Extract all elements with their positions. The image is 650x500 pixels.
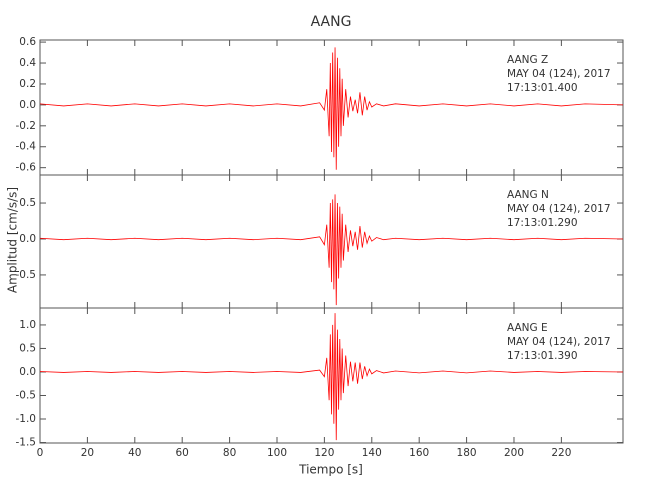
x-tick-label: 160 bbox=[409, 447, 429, 459]
annotation: AANG N bbox=[507, 189, 549, 201]
y-tick-label: 0.0 bbox=[19, 99, 36, 111]
y-axis-label: Amplitud [cm/s/s] bbox=[6, 187, 20, 293]
x-tick-label: 180 bbox=[457, 447, 477, 459]
x-tick-label: 120 bbox=[314, 447, 334, 459]
x-tick-label: 40 bbox=[128, 447, 141, 459]
y-tick-label: 1.0 bbox=[19, 319, 36, 331]
waveform bbox=[39, 194, 624, 306]
y-tick-label: -1.0 bbox=[16, 413, 37, 425]
y-tick-label: -0.6 bbox=[16, 162, 37, 174]
waveform bbox=[39, 47, 624, 170]
chart-title: AANG bbox=[311, 14, 352, 30]
panel-frame bbox=[39, 307, 624, 444]
x-tick-label: 140 bbox=[362, 447, 382, 459]
y-tick-label: -0.5 bbox=[16, 389, 37, 401]
x-tick-label: 200 bbox=[504, 447, 524, 459]
waveform bbox=[39, 313, 624, 441]
annotation: AANG E bbox=[507, 322, 548, 334]
y-tick-label: -0.2 bbox=[16, 120, 37, 132]
x-tick-label: 220 bbox=[551, 447, 571, 459]
y-tick-label: 0.6 bbox=[19, 36, 36, 48]
y-tick-label: 0.4 bbox=[19, 57, 36, 69]
annotation: MAY 04 (124), 2017 bbox=[507, 203, 611, 215]
annotation: AANG Z bbox=[507, 54, 548, 66]
annotation: 17:13:01.390 bbox=[507, 350, 578, 362]
x-tick-label: 100 bbox=[267, 447, 287, 459]
annotation: 17:13:01.290 bbox=[507, 217, 578, 229]
x-tick-label: 20 bbox=[81, 447, 94, 459]
x-tick-label: 0 bbox=[37, 447, 44, 459]
y-tick-label: -0.4 bbox=[16, 141, 37, 153]
y-tick-label: 0.0 bbox=[19, 233, 36, 245]
y-tick-label: 0.0 bbox=[19, 366, 36, 378]
y-tick-label: -1.5 bbox=[16, 437, 37, 449]
annotation: MAY 04 (124), 2017 bbox=[507, 68, 611, 80]
annotation: 17:13:01.400 bbox=[507, 82, 578, 94]
x-tick-label: 60 bbox=[176, 447, 189, 459]
y-tick-label: 0.5 bbox=[19, 197, 36, 209]
annotation: MAY 04 (124), 2017 bbox=[507, 336, 611, 348]
y-tick-label: 0.2 bbox=[19, 78, 36, 90]
y-tick-label: 0.5 bbox=[19, 342, 36, 354]
x-axis-label: Tiempo [s] bbox=[298, 463, 363, 477]
y-tick-label: -0.5 bbox=[16, 269, 37, 281]
x-tick-label: 80 bbox=[223, 447, 236, 459]
